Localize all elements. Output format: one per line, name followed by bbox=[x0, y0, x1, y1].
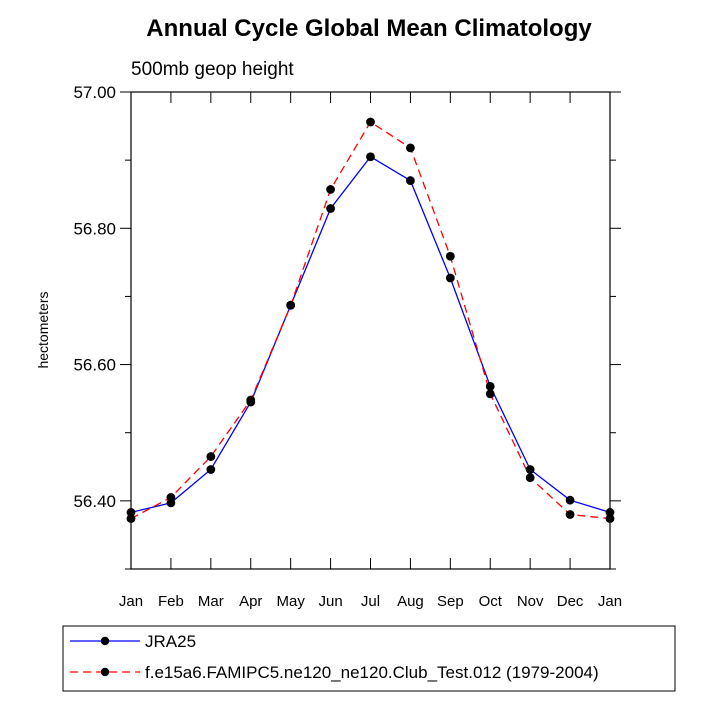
series-0-point bbox=[206, 465, 216, 474]
y-tick-label: 56.60 bbox=[73, 356, 116, 375]
series-0-point bbox=[525, 465, 535, 474]
x-tick-label: Apr bbox=[239, 593, 262, 610]
x-tick-label: Jul bbox=[361, 593, 380, 610]
series-0-point bbox=[326, 204, 335, 213]
series-1-point bbox=[366, 117, 375, 127]
axis-ticks bbox=[120, 91, 621, 570]
x-tick-label: Jan bbox=[119, 593, 143, 610]
series-1-point bbox=[525, 473, 535, 483]
series-0-point bbox=[485, 381, 495, 391]
series-1-point bbox=[166, 493, 176, 502]
series-1-point bbox=[406, 143, 415, 153]
series-1-point bbox=[286, 300, 296, 310]
series-layer bbox=[126, 117, 615, 523]
series-1-point bbox=[565, 510, 575, 519]
legend-box bbox=[62, 625, 676, 692]
y-axis-label: hectometers bbox=[35, 291, 51, 368]
series-1-point bbox=[126, 514, 136, 523]
legend-label-jra25: JRA25 bbox=[145, 632, 196, 651]
x-tick-labels: Jan Feb Mar Apr May Jun Jul Aug Sep Oct Nov Dec Jan bbox=[119, 593, 622, 610]
series-1-point bbox=[605, 514, 615, 523]
series-line-1 bbox=[130, 121, 611, 520]
series-0-point bbox=[126, 508, 136, 517]
series-0-point bbox=[366, 152, 375, 162]
x-tick-label: Dec bbox=[557, 593, 584, 610]
x-tick-label: Jun bbox=[318, 593, 342, 610]
series-1-point bbox=[246, 395, 256, 405]
x-tick-label: Aug bbox=[397, 593, 424, 610]
x-tick-label: May bbox=[276, 593, 305, 610]
chart-subtitle: 500mb geop height bbox=[131, 59, 294, 80]
series-0-point bbox=[445, 273, 455, 283]
x-tick-label: Nov bbox=[517, 593, 544, 610]
series-1-point bbox=[485, 389, 495, 399]
y-tick-labels: 56.40 56.60 56.80 57.00 bbox=[73, 83, 116, 511]
y-tick-label: 56.40 bbox=[73, 492, 116, 511]
x-tick-label: Feb bbox=[158, 593, 184, 610]
chart-title: Annual Cycle Global Mean Climatology bbox=[146, 15, 592, 42]
legend: JRA25 f.e15a6.FAMIPC5.ne120_ne120.Club_T… bbox=[62, 625, 676, 692]
legend-marker-model bbox=[100, 667, 110, 677]
series-line-0 bbox=[130, 155, 611, 514]
legend-label-model: f.e15a6.FAMIPC5.ne120_ne120.Club_Test.01… bbox=[145, 663, 599, 682]
y-tick-label: 56.80 bbox=[73, 219, 116, 238]
series-1-point bbox=[326, 185, 335, 194]
legend-marker-jra25 bbox=[100, 636, 110, 646]
x-tick-label: Sep bbox=[437, 593, 464, 610]
x-tick-label: Oct bbox=[479, 593, 503, 610]
x-tick-label: Mar bbox=[198, 593, 224, 610]
series-1-point bbox=[445, 251, 455, 261]
series-0-point bbox=[565, 495, 575, 505]
series-0-point bbox=[605, 508, 615, 517]
x-tick-label: Jan bbox=[598, 593, 622, 610]
series-1-point bbox=[206, 452, 216, 461]
y-tick-label: 57.00 bbox=[73, 83, 116, 102]
plot-frame bbox=[130, 91, 611, 570]
series-0-point bbox=[406, 176, 415, 185]
